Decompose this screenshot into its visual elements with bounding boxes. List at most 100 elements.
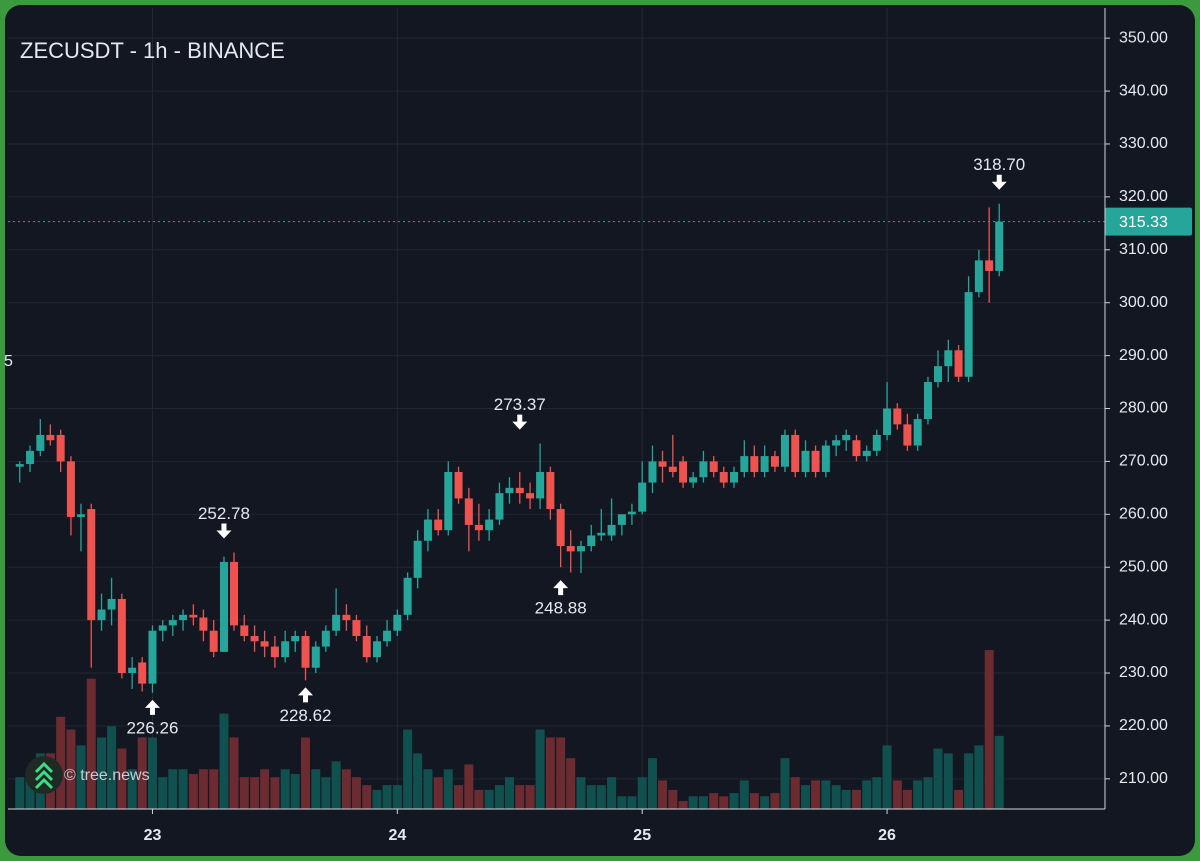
annotation-label: 318.70 (973, 155, 1025, 174)
candle-body (954, 350, 963, 377)
volume-bar (86, 678, 96, 809)
candle-body (862, 450, 871, 457)
candle-body (321, 630, 330, 647)
candle-body (291, 635, 300, 642)
volume-bar (147, 737, 157, 809)
volume-bar (525, 785, 535, 809)
candle-body (872, 434, 881, 451)
candle-body (128, 667, 137, 674)
volume-bar (382, 785, 392, 809)
annotation-arrow (216, 523, 232, 539)
volume-bar (668, 789, 678, 809)
x-tick-label: 23 (144, 827, 162, 844)
last-price-label: 315.33 (1119, 214, 1168, 231)
candle-body (842, 434, 851, 441)
volume-bar (678, 801, 688, 809)
candle-body (423, 519, 432, 541)
volume-bar (56, 716, 66, 809)
volume-bar (76, 745, 86, 809)
candle-body (107, 598, 116, 610)
volume-bar (974, 745, 984, 809)
volume-bar (107, 726, 117, 809)
volume-bar (637, 777, 647, 809)
candle-body (332, 614, 341, 631)
volume-bar (841, 789, 851, 809)
annotation-arrow (553, 580, 569, 596)
volume-bar (617, 796, 627, 809)
candle-body (393, 614, 402, 631)
y-tick-label: 270.00 (1119, 453, 1168, 470)
volume-bar (15, 777, 25, 809)
volume-bar (443, 769, 453, 809)
volume-bar (647, 758, 657, 809)
candle-body (66, 461, 75, 517)
candle-body (648, 461, 657, 483)
candle-body (536, 471, 545, 499)
volume-bar (341, 769, 351, 809)
annotation-arrow (512, 414, 528, 430)
volume-bar (811, 780, 821, 809)
y-tick-label: 210.00 (1119, 770, 1168, 787)
candle-body (403, 577, 412, 615)
candle-body (148, 630, 157, 684)
volume-bar (280, 769, 290, 809)
candle-body (373, 641, 382, 658)
volume-bar (994, 735, 1004, 809)
y-tick-label: 320.00 (1119, 188, 1168, 205)
candle-body (770, 456, 779, 467)
candle-body (587, 535, 596, 547)
candle-body (168, 620, 177, 626)
candle-body (434, 519, 443, 531)
volume-bar (964, 753, 974, 809)
candle-body (495, 493, 504, 520)
candle-body (97, 609, 106, 621)
volume-bar (719, 796, 729, 809)
volume-bar (709, 793, 719, 809)
candle-body (566, 546, 575, 552)
candle-body (617, 514, 626, 525)
volume-bar (178, 769, 188, 809)
candle-body (526, 493, 535, 499)
volume-bar (433, 777, 443, 809)
volume-bar (545, 737, 555, 809)
candle-body (515, 487, 524, 494)
annotation-label: 248.88 (535, 599, 587, 618)
candle-body (138, 662, 147, 684)
candle-body (219, 561, 228, 652)
volume-bar (219, 713, 229, 809)
chart-title: ZECUSDT - 1h - BINANCE (20, 38, 285, 63)
candle-body (607, 524, 616, 536)
candle-body (158, 625, 167, 631)
candle-body (250, 635, 259, 642)
volume-bar (229, 737, 239, 809)
candle-body (801, 450, 810, 472)
volume-bar (790, 777, 800, 809)
candle-body (546, 471, 555, 510)
candle-body (964, 292, 973, 377)
candle-body (668, 466, 677, 472)
candle-body (658, 461, 667, 467)
candle-body (923, 382, 932, 420)
candle-body (454, 471, 463, 499)
volume-bar (301, 737, 311, 809)
chart-background (5, 5, 1195, 856)
volume-bar (658, 780, 668, 809)
candle-body (944, 350, 953, 367)
volume-bar (607, 777, 617, 809)
annotation-label: 228.62 (280, 706, 332, 725)
candle-body (689, 477, 698, 483)
volume-bar (902, 789, 912, 809)
candle-body (362, 635, 371, 658)
y-tick-label: 290.00 (1119, 347, 1168, 364)
volume-bar (913, 780, 923, 809)
candle-body (230, 561, 239, 626)
logo-chevrons (34, 761, 54, 790)
volume-bar (504, 777, 514, 809)
volume-bar (321, 777, 331, 809)
volume-bar (872, 777, 882, 809)
candle-body (699, 461, 708, 478)
y-tick-label: 240.00 (1119, 611, 1168, 628)
candle-body (985, 260, 994, 271)
